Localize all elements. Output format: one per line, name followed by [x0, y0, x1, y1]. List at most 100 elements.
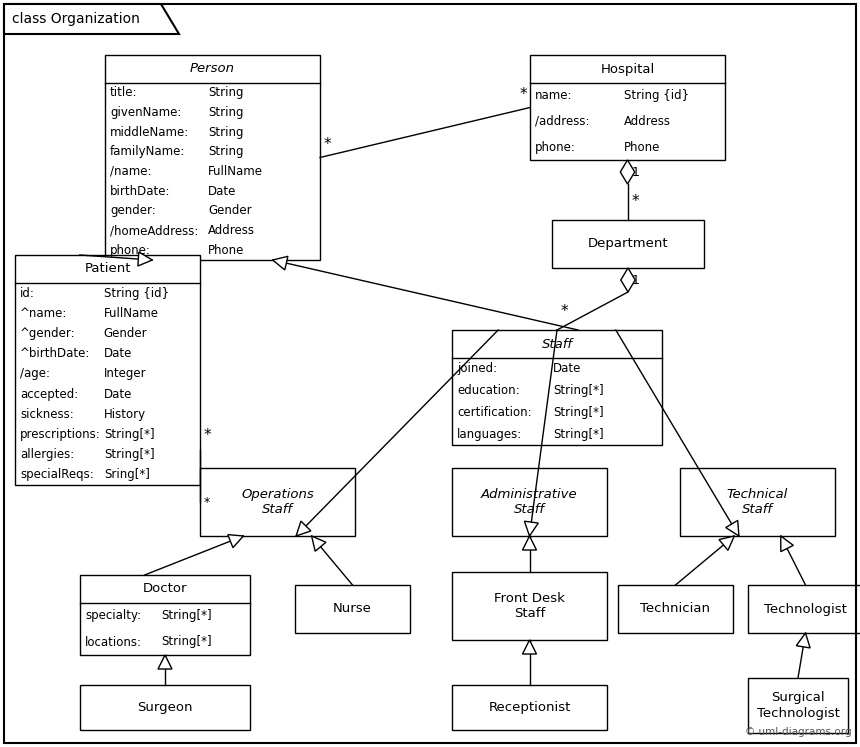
Text: String: String [208, 106, 243, 119]
Polygon shape [4, 4, 179, 34]
Text: allergies:: allergies: [20, 448, 74, 461]
Text: Integer: Integer [104, 368, 146, 380]
Text: certification:: certification: [457, 406, 531, 419]
Text: accepted:: accepted: [20, 388, 78, 400]
Text: String[*]: String[*] [104, 448, 155, 461]
Text: Phone: Phone [624, 140, 660, 154]
Text: ^name:: ^name: [20, 307, 67, 320]
Polygon shape [311, 536, 326, 551]
Polygon shape [719, 536, 734, 551]
Bar [15, 255, 200, 485]
Text: String: String [208, 125, 243, 139]
Bar [80, 685, 250, 730]
Text: String[*]: String[*] [553, 427, 604, 441]
Text: *: * [324, 137, 332, 152]
Polygon shape [138, 252, 152, 266]
Bar [552, 220, 704, 268]
Text: Hospital: Hospital [600, 63, 654, 75]
Polygon shape [726, 521, 739, 536]
Text: String: String [208, 146, 243, 158]
Bar [452, 330, 662, 445]
Text: givenName:: givenName: [110, 106, 181, 119]
Text: Nurse: Nurse [333, 603, 372, 616]
Bar [452, 572, 607, 640]
Text: String[*]: String[*] [162, 610, 212, 622]
Text: locations:: locations: [85, 636, 142, 648]
Text: phone:: phone: [110, 244, 150, 257]
Text: Doctor: Doctor [143, 583, 187, 595]
Text: specialReqs:: specialReqs: [20, 468, 94, 481]
Text: gender:: gender: [110, 205, 156, 217]
Text: ^gender:: ^gender: [20, 327, 76, 340]
Text: Surgeon: Surgeon [138, 701, 193, 714]
Text: title:: title: [110, 87, 138, 99]
Polygon shape [796, 633, 810, 648]
Text: String[*]: String[*] [553, 384, 604, 397]
Text: class Organization: class Organization [12, 12, 140, 26]
Text: Gender: Gender [104, 327, 147, 340]
Bar [530, 55, 725, 160]
Text: Technical
Staff: Technical Staff [727, 488, 788, 516]
Text: Surgical
Technologist: Surgical Technologist [757, 692, 839, 719]
Text: String: String [208, 87, 243, 99]
Polygon shape [525, 521, 538, 536]
Bar [618, 585, 733, 633]
Text: Technician: Technician [641, 603, 710, 616]
Polygon shape [296, 521, 311, 536]
Text: FullName: FullName [104, 307, 159, 320]
Text: String[*]: String[*] [104, 428, 155, 441]
Text: *: * [631, 194, 639, 209]
Text: ^birthDate:: ^birthDate: [20, 347, 90, 360]
Text: id:: id: [20, 287, 35, 300]
Text: Department: Department [587, 238, 668, 250]
Polygon shape [523, 536, 537, 550]
Text: *: * [561, 304, 568, 319]
Text: *: * [520, 87, 528, 102]
Polygon shape [781, 536, 793, 551]
Text: Receptionist: Receptionist [488, 701, 571, 714]
Text: 1: 1 [632, 274, 640, 287]
Text: String {id}: String {id} [104, 287, 169, 300]
Text: © uml-diagrams.org: © uml-diagrams.org [746, 727, 852, 737]
Text: Phone: Phone [208, 244, 244, 257]
Bar [295, 585, 410, 633]
Bar [680, 468, 835, 536]
Text: Date: Date [208, 185, 237, 198]
Text: name:: name: [535, 90, 573, 102]
Text: Front Desk
Staff: Front Desk Staff [494, 592, 565, 620]
Polygon shape [228, 535, 243, 548]
Text: prescriptions:: prescriptions: [20, 428, 101, 441]
Text: Gender: Gender [208, 205, 252, 217]
Text: middleName:: middleName: [110, 125, 189, 139]
Text: 1: 1 [631, 166, 639, 179]
Text: /age:: /age: [20, 368, 50, 380]
Text: familyName:: familyName: [110, 146, 186, 158]
Text: birthDate:: birthDate: [110, 185, 170, 198]
Text: *: * [204, 496, 210, 509]
Text: FullName: FullName [208, 165, 263, 178]
Polygon shape [621, 268, 636, 292]
Text: Date: Date [104, 347, 132, 360]
Bar [200, 468, 355, 536]
Polygon shape [620, 160, 635, 184]
Text: Administrative
Staff: Administrative Staff [482, 488, 578, 516]
Text: education:: education: [457, 384, 519, 397]
Bar [748, 585, 860, 633]
Text: phone:: phone: [535, 140, 576, 154]
Bar [452, 468, 607, 536]
Text: Date: Date [553, 362, 581, 376]
Text: Technologist: Technologist [764, 603, 847, 616]
Text: String[*]: String[*] [162, 636, 212, 648]
Text: languages:: languages: [457, 427, 522, 441]
Text: Staff: Staff [542, 338, 573, 350]
Text: Sring[*]: Sring[*] [104, 468, 150, 481]
Text: *: * [204, 428, 212, 443]
Bar [452, 685, 607, 730]
Text: String {id}: String {id} [624, 90, 689, 102]
Text: joined:: joined: [457, 362, 497, 376]
Bar [80, 575, 250, 655]
Text: Address: Address [624, 115, 671, 128]
Text: specialty:: specialty: [85, 610, 141, 622]
Bar [105, 55, 320, 260]
Polygon shape [523, 640, 537, 654]
